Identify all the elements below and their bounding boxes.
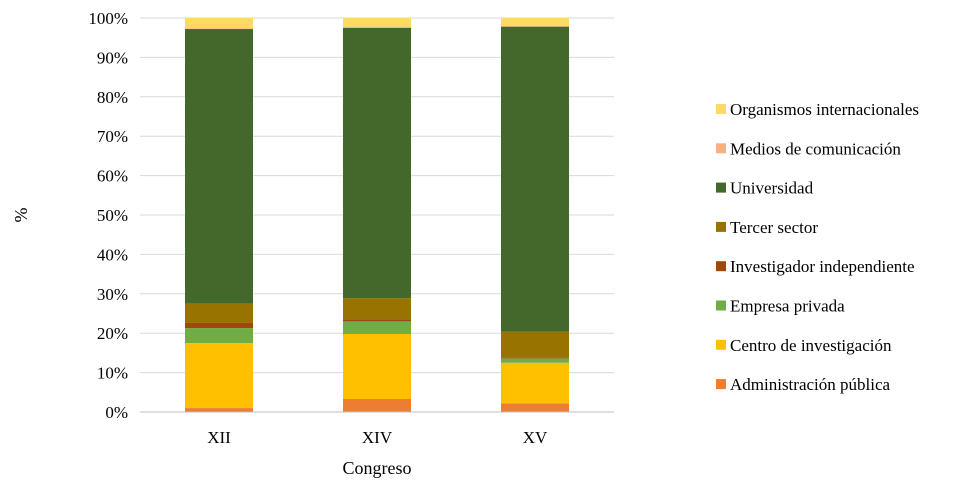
y-tick-label: 20% (97, 324, 128, 343)
x-axis-tick-labels: XII XIV XV (207, 428, 548, 447)
x-tick-label: XII (207, 428, 231, 447)
legend-swatch (716, 339, 726, 350)
y-tick-label: 50% (97, 206, 128, 225)
bar-segment (185, 343, 253, 409)
legend-label: Administración pública (730, 375, 891, 394)
bar-segment (343, 26, 411, 28)
legend-item: Investigador independiente (716, 257, 915, 276)
bar-segment (343, 398, 411, 412)
x-tick-label: XV (523, 428, 548, 447)
bar-segment (343, 18, 411, 27)
legend-label: Empresa privada (730, 297, 845, 316)
y-tick-label: 10% (97, 364, 128, 383)
bar-segment (501, 25, 569, 27)
legend-item: Organismos internacionales (716, 100, 919, 119)
y-tick-label: 90% (97, 48, 128, 67)
legend-item: Centro de investigación (716, 336, 892, 355)
legend-label: Investigador independiente (730, 257, 915, 276)
bar-segment (185, 328, 253, 344)
legend-label: Organismos internacionales (730, 100, 919, 119)
bar-segment (501, 357, 569, 359)
legend-swatch (716, 221, 726, 232)
bar-segment (343, 333, 411, 399)
bar-segment (501, 403, 569, 412)
y-axis-title: % (11, 208, 31, 223)
legend-swatch (716, 104, 726, 114)
bar-segment (343, 321, 411, 334)
bar-segment (185, 322, 253, 329)
bar-segment (501, 18, 569, 26)
x-axis-title: Congreso (343, 458, 412, 478)
legend-label: Universidad (730, 179, 814, 198)
legend-swatch (716, 379, 726, 390)
bar-segment (185, 28, 253, 30)
bar-segment (501, 331, 569, 358)
legend-item: Medios de comunicación (716, 139, 901, 158)
y-tick-label: 60% (97, 167, 128, 186)
bars (185, 18, 569, 412)
x-tick-label: XIV (362, 428, 393, 447)
bar-segment (185, 303, 253, 323)
bar-segment (343, 298, 411, 320)
legend-item: Administración pública (716, 375, 891, 394)
bar-segment (185, 408, 253, 412)
y-tick-label: 30% (97, 285, 128, 304)
legend-swatch (716, 300, 726, 311)
bar-segment (343, 27, 411, 299)
legend-item: Tercer sector (716, 218, 818, 237)
y-axis-tick-labels: 0% 10% 20% 30% 40% 50% 60% 70% 80% 90% 100% (88, 9, 128, 422)
bar-segment (501, 362, 569, 404)
legend-label: Medios de comunicación (730, 139, 901, 158)
bar-segment (343, 319, 411, 322)
y-tick-label: 80% (97, 88, 128, 107)
legend-label: Centro de investigación (730, 336, 892, 355)
legend-swatch (716, 143, 726, 154)
legend: Organismos internacionales Medios de comu… (716, 100, 919, 394)
legend-item: Empresa privada (716, 297, 845, 316)
legend-label: Tercer sector (730, 218, 818, 237)
bar-segment (501, 26, 569, 332)
legend-item: Universidad (716, 179, 814, 198)
bar-segment (185, 29, 253, 304)
legend-swatch (716, 261, 726, 272)
y-tick-label: 40% (97, 245, 128, 264)
y-tick-label: 0% (105, 403, 128, 422)
bar-segment (185, 18, 253, 29)
y-tick-label: 70% (97, 127, 128, 146)
legend-swatch (716, 182, 726, 193)
y-tick-label: 100% (88, 9, 128, 28)
bar-segment (501, 358, 569, 363)
